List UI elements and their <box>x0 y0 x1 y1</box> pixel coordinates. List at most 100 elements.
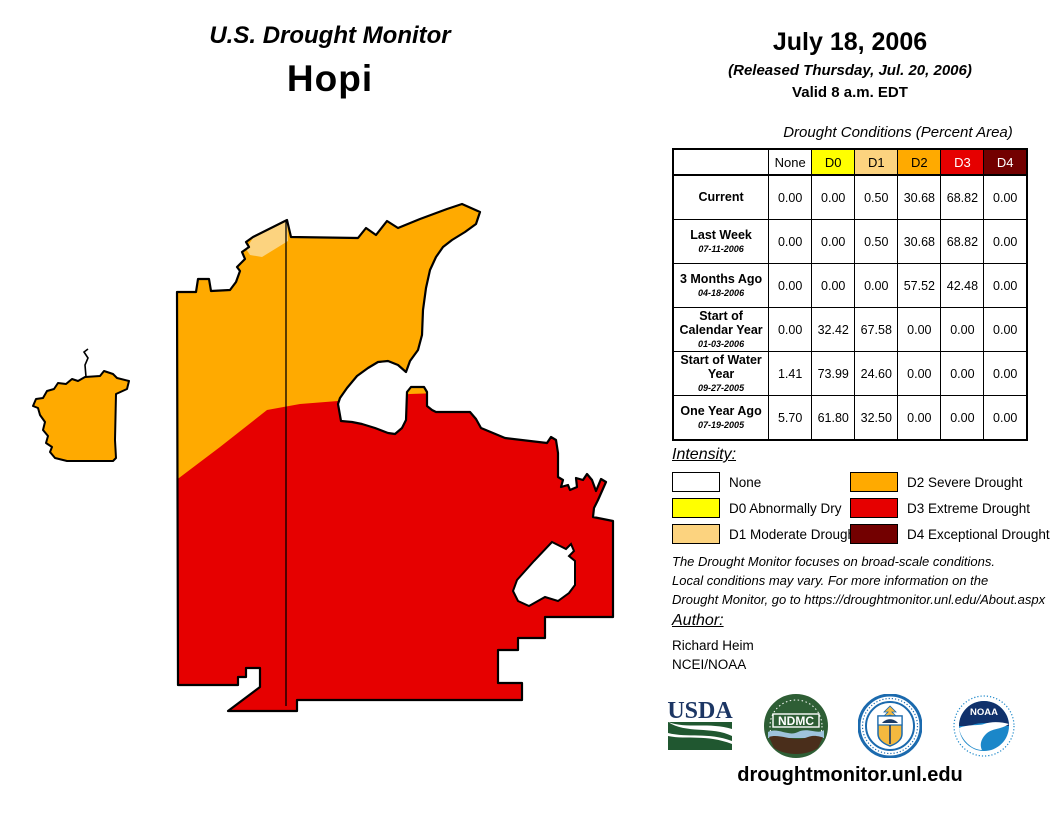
legend-label: None <box>729 474 762 490</box>
cell-value: 32.42 <box>811 307 856 352</box>
moenkopi-district <box>32 370 130 462</box>
cell-value: 5.70 <box>768 395 813 441</box>
row-date: 09-27-2005 <box>698 382 745 393</box>
cell-value: 0.00 <box>983 219 1028 264</box>
legend-label: D2 Severe Drought <box>907 474 1023 490</box>
author-section: Author: Richard Heim NCEI/NOAA <box>672 612 754 672</box>
col-header-none: None <box>768 148 813 176</box>
d0-swatch <box>672 498 720 518</box>
legend-item-d4: D4 Exceptional Drought <box>850 524 1050 544</box>
row-date: 01-03-2006 <box>698 338 745 349</box>
usda-logo: USDA <box>667 698 733 750</box>
table-row: Start of Water Year 09-27-2005 1.41 73.99… <box>672 351 1028 396</box>
cell-value: 0.00 <box>983 395 1028 441</box>
row-date: 07-19-2005 <box>698 419 745 430</box>
legend-label: D3 Extreme Drought <box>907 500 1031 516</box>
row-label: 3 Months Ago <box>679 272 763 287</box>
legend-item-none: None <box>672 472 850 492</box>
svg-text:NDMC: NDMC <box>778 714 814 728</box>
d1-moderate-drought-area <box>246 219 288 257</box>
disclaimer-line: Local conditions may vary. For more info… <box>672 572 989 588</box>
cell-value: 0.00 <box>811 263 856 308</box>
cell-value: 0.00 <box>983 174 1028 220</box>
cell-value: 30.68 <box>897 219 942 264</box>
row-label: Start of Water Year <box>680 353 762 381</box>
col-header-d2: D2 <box>897 148 942 176</box>
cell-value: 0.50 <box>854 174 899 220</box>
cell-value: 0.00 <box>940 307 985 352</box>
cell-value: 67.58 <box>854 307 899 352</box>
cell-value: 0.00 <box>897 307 942 352</box>
cell-value: 0.00 <box>983 351 1028 396</box>
d3-swatch <box>850 498 898 518</box>
svg-text:NOAA: NOAA <box>970 707 998 718</box>
drought-table-section: Drought Conditions (Percent Area) None D… <box>672 124 1028 441</box>
moenkopi-stem <box>82 348 89 378</box>
cell-value: 68.82 <box>940 174 985 220</box>
legend-item-d1: D1 Moderate Drought <box>672 524 859 544</box>
enclave-hole <box>511 540 576 608</box>
cell-value: 0.00 <box>768 263 813 308</box>
report-title: U.S. Drought Monitor <box>209 22 451 49</box>
table-caption: Drought Conditions (Percent Area) <box>783 124 1013 141</box>
cell-value: 0.00 <box>811 219 856 264</box>
disclaimer-text: The Drought Monitor focuses on broad-sca… <box>672 553 1056 610</box>
d1-swatch <box>672 524 720 544</box>
cell-value: 24.60 <box>854 351 899 396</box>
col-header-d4: D4 <box>983 148 1028 176</box>
cell-value: 1.41 <box>768 351 813 396</box>
d2-swatch <box>850 472 898 492</box>
disclaimer-line: Drought Monitor, go to https://droughtmo… <box>672 591 1046 607</box>
drought-monitor-url: droughtmonitor.unl.edu <box>737 764 963 786</box>
drought-conditions-table: None D0 D1 D2 D3 D4 Current 0.00 0.00 0.… <box>672 148 1028 441</box>
disclaimer-line: The Drought Monitor focuses on broad-sca… <box>672 554 996 569</box>
legend-item-d3: D3 Extreme Drought <box>850 498 1050 518</box>
released-date: (Released Thursday, Jul. 20, 2006) <box>728 62 972 79</box>
date-block: July 18, 2006 (Released Thursday, Jul. 2… <box>688 28 1012 101</box>
cell-value: 0.00 <box>768 174 813 220</box>
cell-value: 73.99 <box>811 351 856 396</box>
none-swatch <box>672 472 720 492</box>
row-label: Last Week <box>690 228 752 243</box>
d2-severe-drought-area <box>177 204 520 500</box>
intensity-legend: Intensity: None D0 Abnormally Dry D1 Mod… <box>672 446 1050 544</box>
cell-value: 0.00 <box>768 307 813 352</box>
table-row: Start of Calendar Year 01-03-2006 0.00 32… <box>672 307 1028 352</box>
cell-value: 0.00 <box>940 351 985 396</box>
d4-swatch <box>850 524 898 544</box>
row-date: 07-11-2006 <box>698 243 744 254</box>
cell-value: 61.80 <box>811 395 856 441</box>
cell-value: 0.00 <box>940 395 985 441</box>
col-header-d1: D1 <box>854 148 899 176</box>
table-header-row: None D0 D1 D2 D3 D4 <box>673 148 1028 176</box>
legend-label: D1 Moderate Drought <box>729 526 859 542</box>
cell-value: 0.00 <box>897 351 942 396</box>
table-row: 3 Months Ago 04-18-2006 0.00 0.00 0.00 57… <box>672 263 1028 308</box>
legend-heading: Intensity: <box>672 446 737 463</box>
cell-value: 0.00 <box>811 174 856 220</box>
cell-value: 0.50 <box>854 219 899 264</box>
table-row: Current 0.00 0.00 0.50 30.68 68.82 0.00 <box>672 174 1028 220</box>
cell-value: 0.00 <box>897 395 942 441</box>
region-title: Hopi <box>286 58 374 99</box>
author-heading: Author: <box>672 612 724 629</box>
doc-logo <box>858 694 922 758</box>
agency-logos: USDA NDMC <box>666 694 1016 758</box>
map-date: July 18, 2006 <box>772 28 928 56</box>
cell-value: 0.00 <box>854 263 899 308</box>
noaa-logo: NOAA <box>953 695 1015 757</box>
col-header-d3: D3 <box>940 148 985 176</box>
row-label: One Year Ago <box>680 404 762 419</box>
cell-value: 68.82 <box>940 219 985 264</box>
table-row: One Year Ago 07-19-2005 5.70 61.80 32.50 … <box>672 395 1028 441</box>
author-name: Richard Heim <box>672 638 754 653</box>
table-row: Last Week 07-11-2006 0.00 0.00 0.50 30.68… <box>672 219 1028 264</box>
cell-value: 30.68 <box>897 174 942 220</box>
legend-label: D0 Abnormally Dry <box>729 500 842 516</box>
cell-value: 0.00 <box>983 263 1028 308</box>
valid-time: Valid 8 a.m. EDT <box>792 84 908 101</box>
table-corner-cell <box>673 149 769 175</box>
row-label: Current <box>698 189 744 204</box>
title-block: U.S. Drought Monitor Hopi <box>120 22 540 100</box>
